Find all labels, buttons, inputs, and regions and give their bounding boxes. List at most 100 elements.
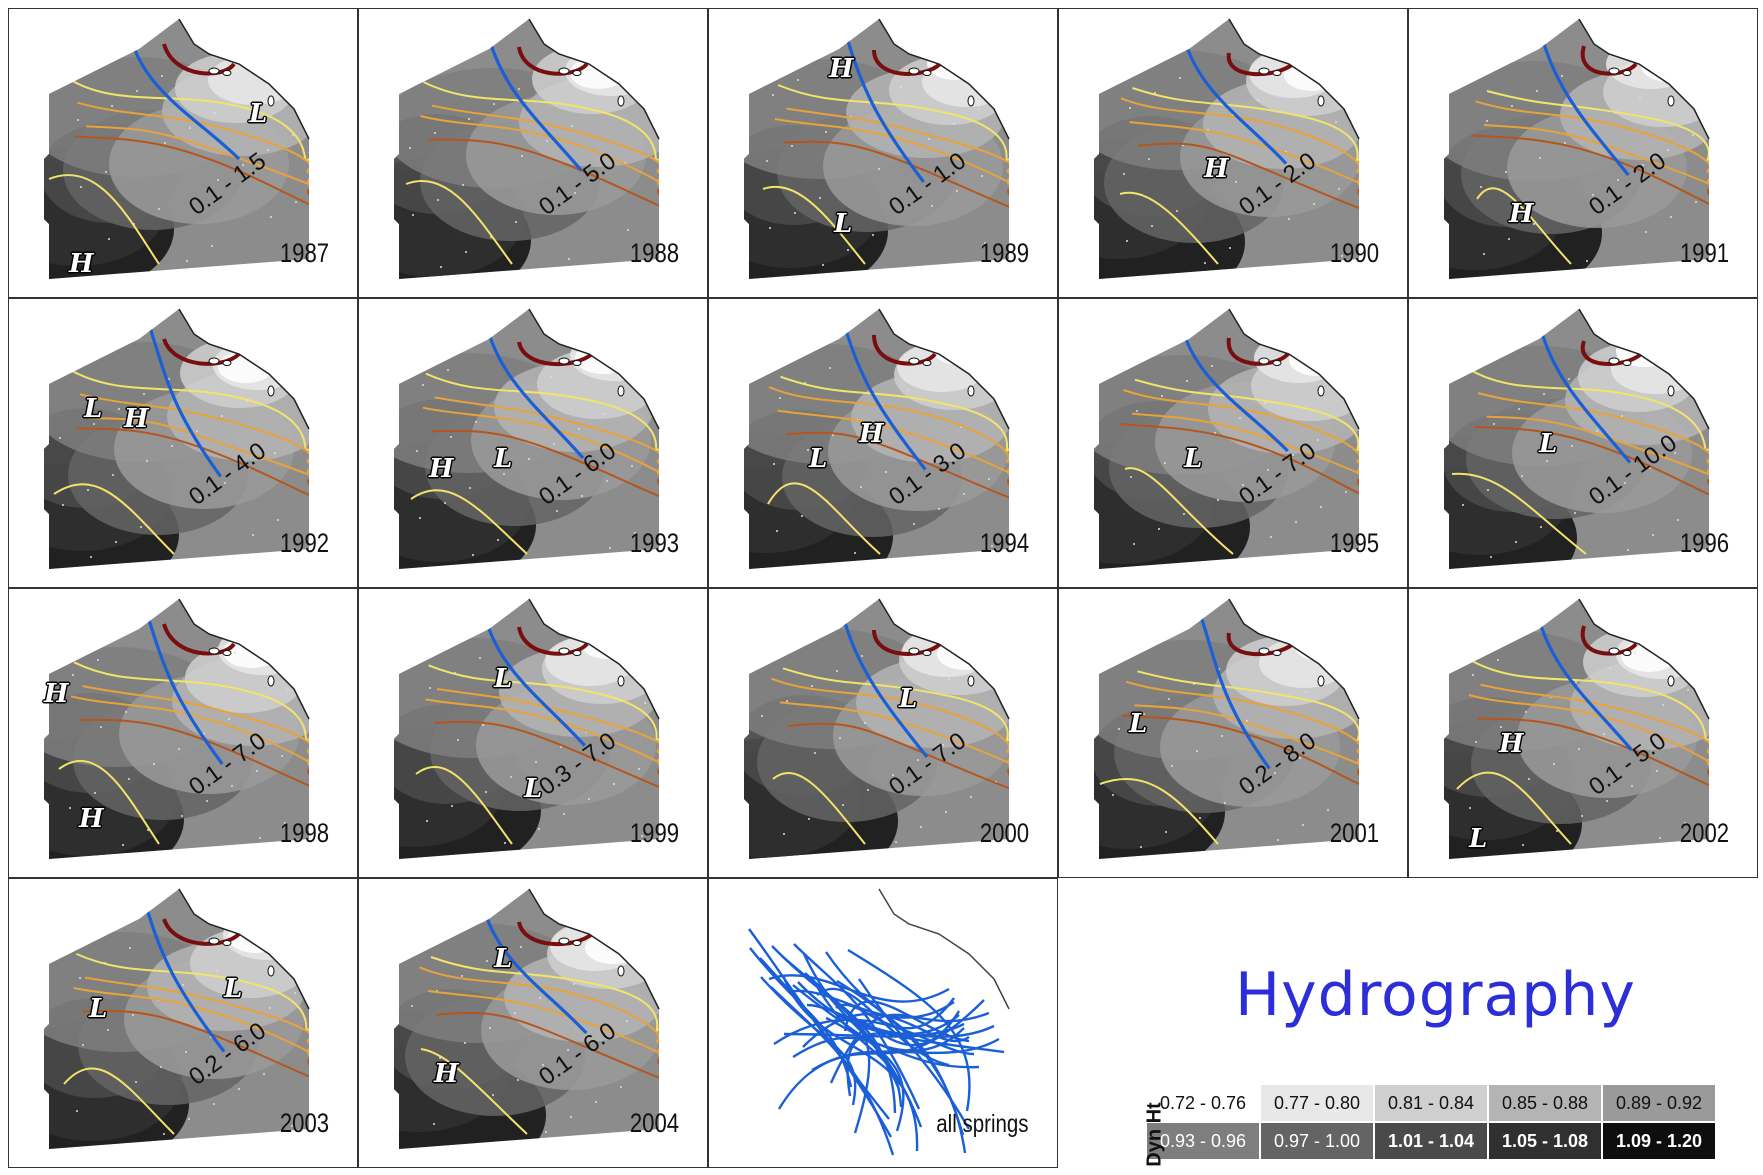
high-marker: H [1204,154,1229,184]
front-line [483,318,585,460]
front-line [804,972,923,1128]
map-panel-all-springs: all springs [708,878,1058,1168]
panel-grid: 1987 0.1 - 1.5 L H 1988 0.1 - 5.0 1989 0.1 - 1.… [8,8,1762,1168]
panel-year: 2004 [629,1108,679,1138]
high-marker: H [44,679,69,709]
panel-year: 1991 [1679,238,1729,268]
dyn-ht-legend: Dyn Ht 0.72 - 0.76 0.77 - 0.80 0.81 - 0.84… [1144,1083,1717,1167]
low-marker: L [89,994,108,1024]
panel-year: 1988 [629,238,679,268]
panel-year: 2003 [279,1108,329,1138]
panel-year: 1990 [1329,238,1379,268]
panel-year: 1992 [279,528,329,558]
front-line [829,1011,990,1084]
panel-year: 1996 [1679,528,1729,558]
panel-year: 2000 [979,818,1029,848]
front-line [847,948,971,1112]
low-marker: L [1184,444,1203,474]
map-panel-2001: 2001 0.2 - 8.0 L [1058,588,1408,878]
front-line [802,1012,970,1048]
legend-cell: 1.05 - 1.08 [1487,1121,1603,1161]
legend-cell: 0.77 - 0.80 [1259,1083,1375,1123]
map-panel-1991: 1991 0.1 - 2.0 H [1408,8,1758,298]
low-marker: L [494,444,513,474]
high-marker: H [429,454,454,484]
front-line [759,957,893,1138]
legend-cell: 0.81 - 0.84 [1373,1083,1489,1123]
front-line [485,28,583,172]
legend-cell: 0.93 - 0.96 [1145,1121,1261,1161]
front-line [841,318,927,471]
panel-year: 1994 [979,528,1029,558]
high-marker: H [859,419,884,449]
front-line [793,943,921,1110]
map-panel-1999: 1999 0.3 - 7.0 L L [358,588,708,878]
map-panel-1995: 1995 0.1 - 7.0 L [1058,298,1408,588]
low-marker: L [834,209,853,239]
low-marker: L [494,944,513,974]
map-panel-1990: 1990 0.1 - 2.0 H [1058,8,1408,298]
front-line [842,28,925,183]
front-line [142,898,226,1053]
legend-cell: 0.89 - 0.92 [1601,1083,1717,1123]
front-line [481,608,586,747]
high-marker: H [124,404,149,434]
front-line [145,318,222,478]
legend-cell: 1.09 - 1.20 [1601,1121,1717,1161]
panel-year: 1999 [629,818,679,848]
high-marker: H [79,804,104,834]
front-line [835,997,955,1030]
low-marker: L [809,444,828,474]
front-line [144,608,224,765]
map-panel-1987: 1987 0.1 - 1.5 L H [8,8,358,298]
high-marker: H [69,249,94,279]
high-marker: H [1499,729,1524,759]
low-marker: L [84,394,103,424]
panel-year: all springs [936,1110,1029,1138]
page-title: Hydrography [1235,960,1636,1030]
legend-label: Dyn Ht [1143,1102,1166,1167]
map-panel-1988: 1988 0.1 - 5.0 [358,8,708,298]
high-marker: H [829,54,854,84]
panel-year: 2001 [1329,818,1379,848]
low-marker: L [899,684,918,714]
front-line [839,608,929,758]
legend-cell: 0.72 - 0.76 [1145,1083,1261,1123]
front-line [1197,608,1271,770]
front-line [760,976,857,1106]
map-panel-1996: 1996 0.1 - 10.0 L [1408,298,1758,588]
panel-year: 1989 [979,238,1029,268]
legend-cell: 1.01 - 1.04 [1373,1121,1489,1161]
panel-year: 1987 [279,238,329,268]
map-panel-1994: 1994 0.1 - 3.0 L H [708,298,1058,588]
high-marker: H [434,1059,459,1089]
high-marker: H [1509,199,1534,229]
map-panel-1998: 1998 0.1 - 7.0 H H [8,588,358,878]
map-panel-2004: 2004 0.1 - 6.0 L H [358,878,708,1168]
front-line [1536,318,1632,464]
front-line [781,974,919,1152]
low-marker: L [224,974,243,1004]
panel-year: 2002 [1679,818,1729,848]
front-line [1538,28,1630,177]
low-marker: L [1539,429,1558,459]
low-marker: L [494,664,513,694]
map-panel-1993: 1993 0.1 - 6.0 H L [358,298,708,588]
low-marker: L [1129,709,1148,739]
panel-year: 1993 [629,528,679,558]
panel-year: 1998 [279,818,329,848]
front-line [1534,608,1633,752]
map-panel-1989: 1989 0.1 - 1.0 H L [708,8,1058,298]
legend-cell: 0.97 - 1.00 [1259,1121,1375,1161]
front-line [777,1037,1000,1110]
legend-table: 0.72 - 0.76 0.77 - 0.80 0.81 - 0.84 0.85 - … [1145,1083,1717,1161]
low-marker: L [1469,824,1488,854]
map-panel-2000: 2000 0.1 - 7.0 L [708,588,1058,878]
map-panel-2003: 2003 0.2 - 6.0 L L [8,878,358,1168]
front-line [749,947,853,1088]
map-panel-1992: 1992 0.1 - 4.0 L H [8,298,358,588]
front-line [858,978,971,1130]
low-marker: L [249,99,268,129]
low-marker: L [524,774,543,804]
front-line [783,1022,965,1038]
